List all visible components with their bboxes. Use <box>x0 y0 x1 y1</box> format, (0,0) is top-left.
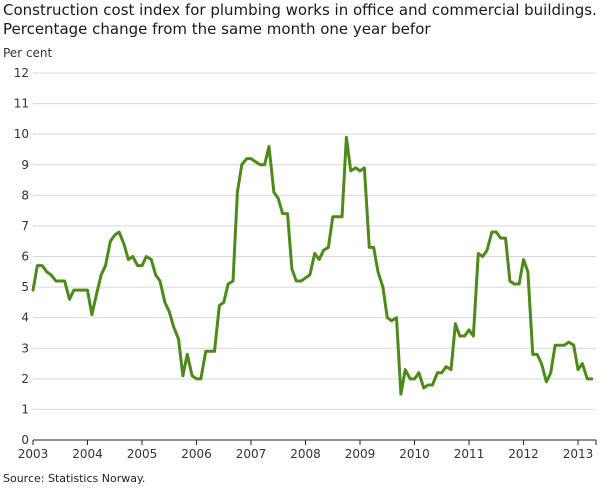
chart-title-line-1: Construction cost index for plumbing wor… <box>3 1 597 19</box>
x-tick-label-2004: 2004 <box>72 447 103 461</box>
chart-title: Construction cost index for plumbing wor… <box>3 1 610 39</box>
x-axis <box>32 439 597 445</box>
y-tick-label-10: 10 <box>14 127 29 141</box>
x-tick-labels: 2003 2004 2005 2006 2007 2008 2009 2010 2011 2012… <box>18 447 594 461</box>
x-tick-label-2006: 2006 <box>181 447 212 461</box>
y-tick-label-8: 8 <box>21 188 29 202</box>
x-tick-label-2013: 2013 <box>563 447 594 461</box>
x-tick-label-2003: 2003 <box>18 447 49 461</box>
x-tick-label-2010: 2010 <box>399 447 430 461</box>
source-note: Source: Statistics Norway. <box>3 472 146 485</box>
y-tick-label-1: 1 <box>21 402 29 416</box>
y-tick-label-5: 5 <box>21 280 29 294</box>
y-tick-label-4: 4 <box>21 311 29 325</box>
chart-title-line-2: Percentage change from the same month on… <box>3 20 431 38</box>
x-tick-label-2012: 2012 <box>508 447 539 461</box>
y-tick-label-6: 6 <box>21 250 29 264</box>
series-line-0 <box>31 135 594 396</box>
x-tick-label-2008: 2008 <box>290 447 321 461</box>
y-tick-label-12: 12 <box>14 66 29 80</box>
x-tick-label-2007: 2007 <box>236 447 267 461</box>
x-tick-label-2009: 2009 <box>345 447 376 461</box>
y-tick-label-9: 9 <box>21 158 29 172</box>
series-group <box>31 135 594 396</box>
y-tick-label-3: 3 <box>21 341 29 355</box>
y-tick-label-2: 2 <box>21 372 29 386</box>
x-tick-label-2005: 2005 <box>127 447 158 461</box>
x-tick-label-2011: 2011 <box>454 447 485 461</box>
y-axis-label: Per cent <box>3 46 53 60</box>
gridlines <box>33 72 596 410</box>
y-tick-label-7: 7 <box>21 219 29 233</box>
y-tick-label-0: 0 <box>21 433 29 447</box>
y-tick-label-11: 11 <box>14 97 29 111</box>
